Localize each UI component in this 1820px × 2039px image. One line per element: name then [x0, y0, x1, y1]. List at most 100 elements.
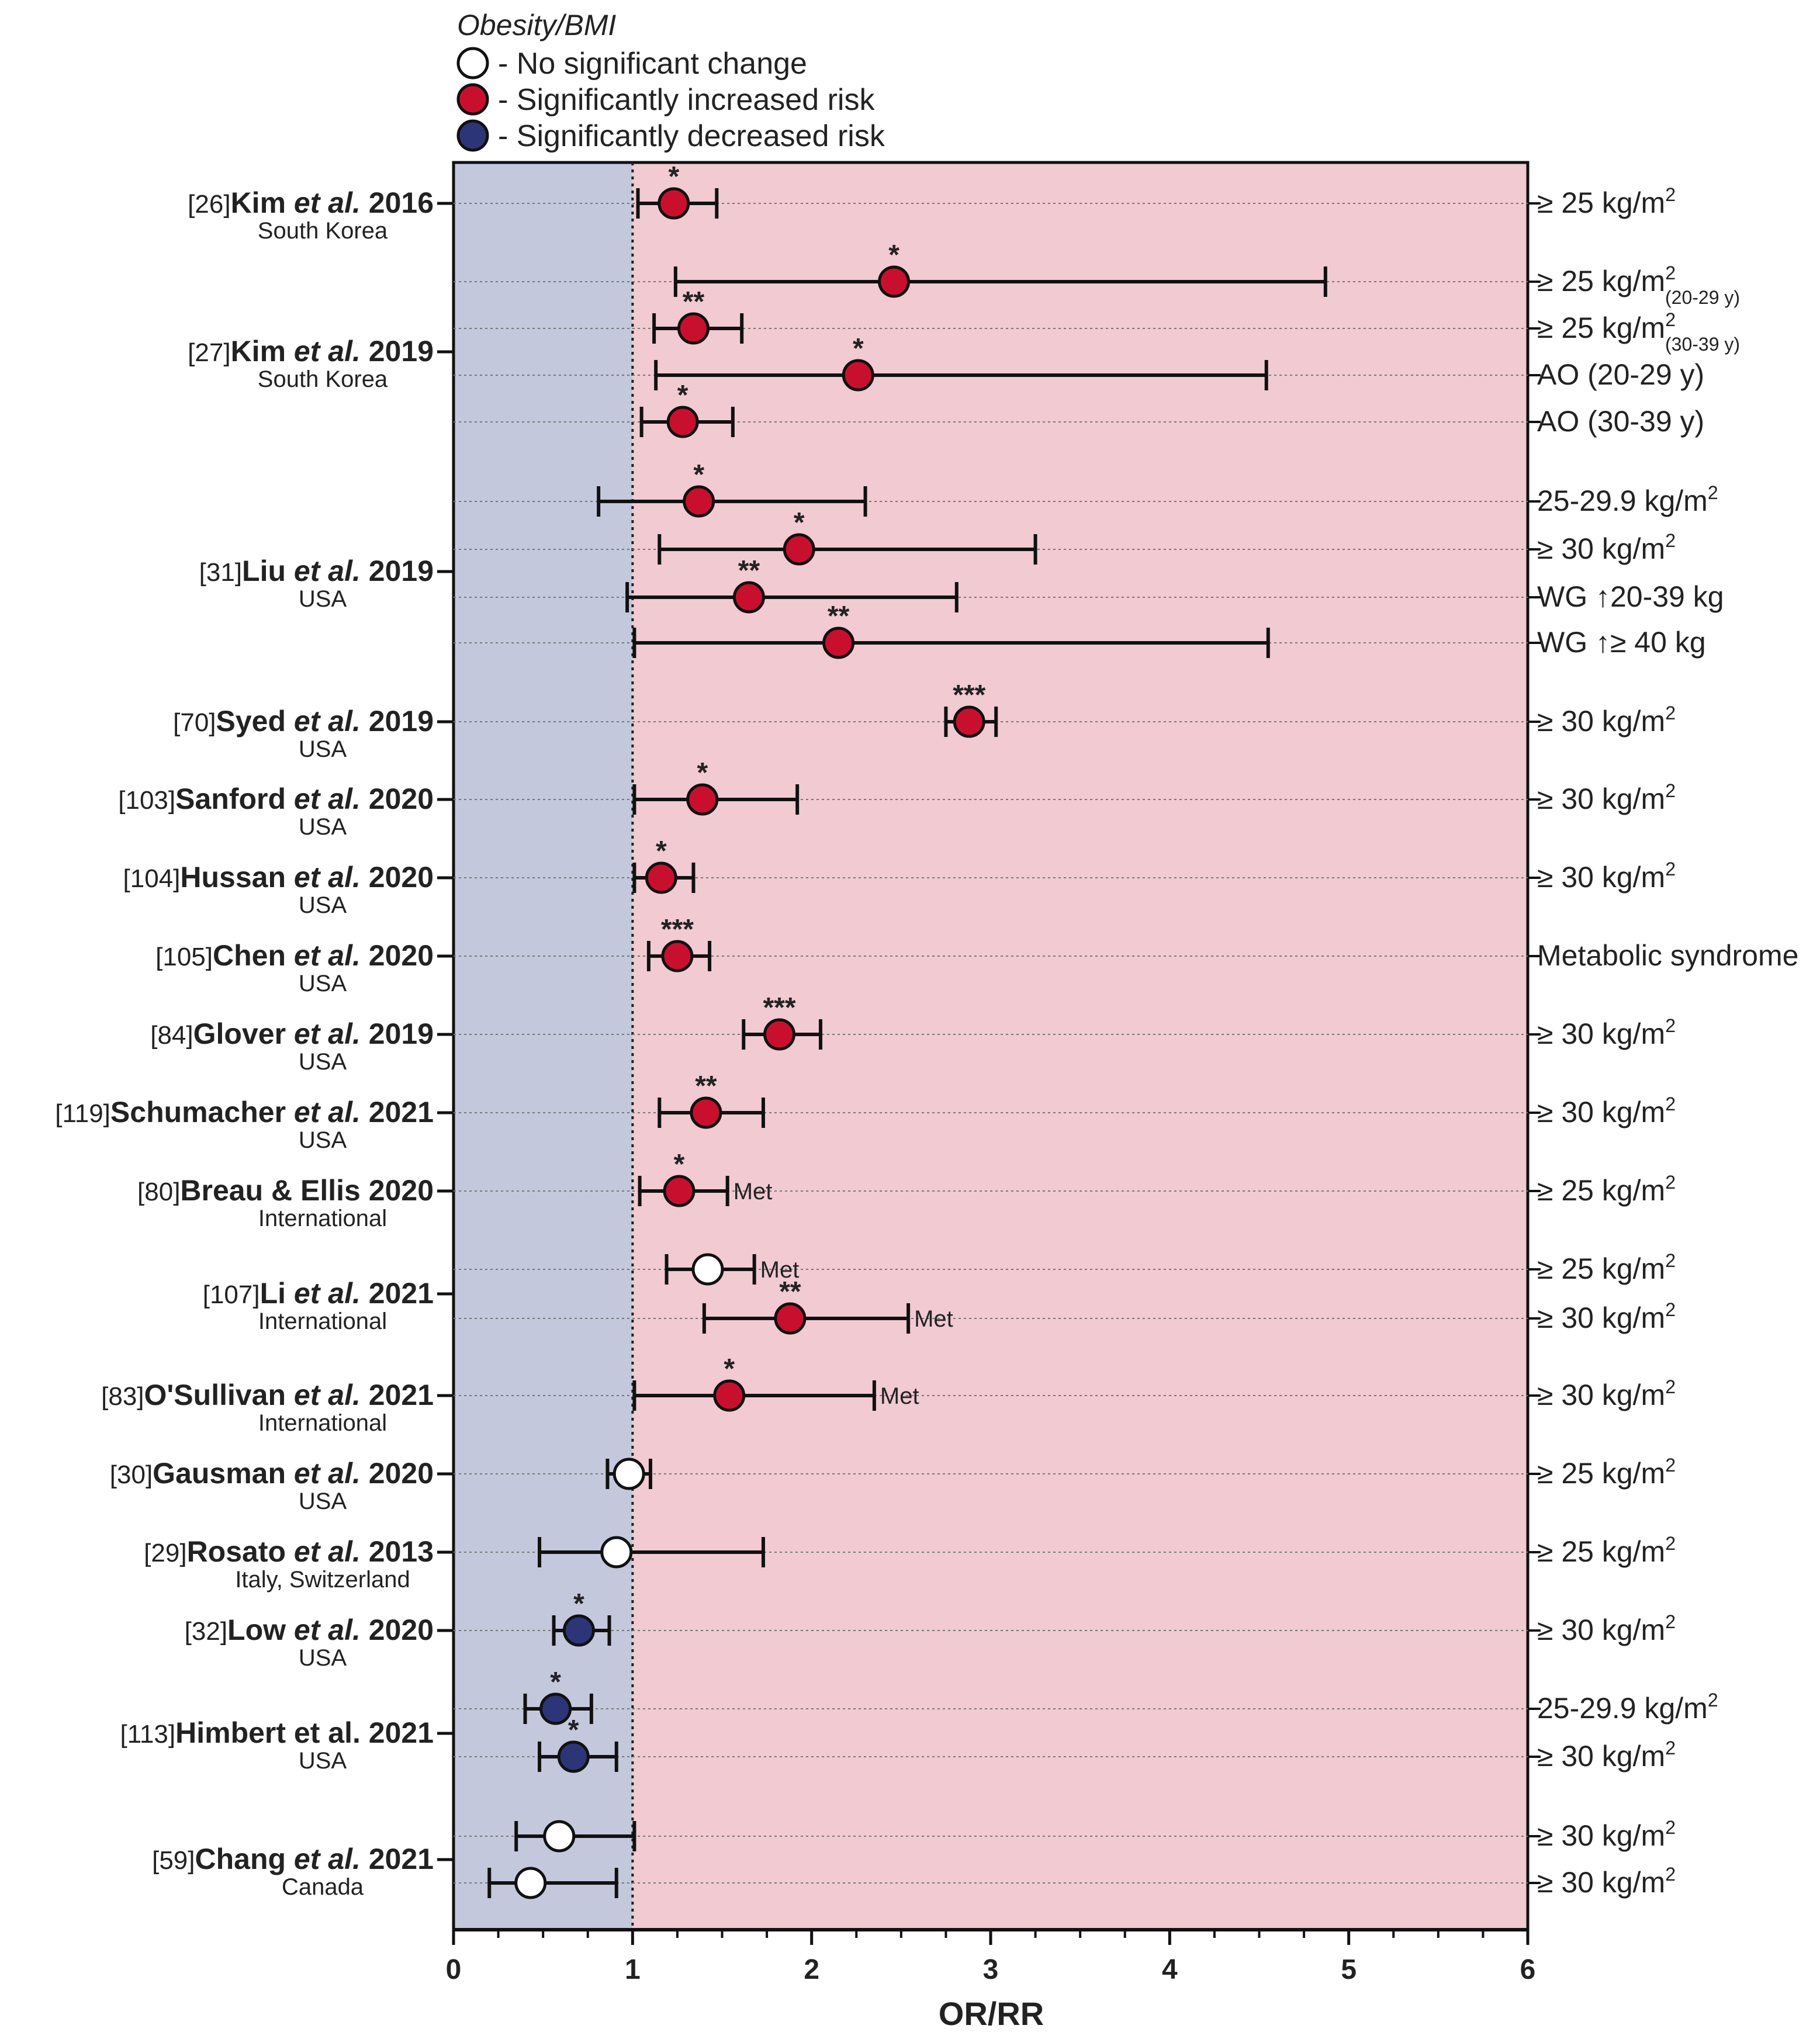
study-name: Liu: [242, 555, 294, 587]
outcome-label: ≥ 25 kg/m2: [1537, 184, 1676, 219]
outcome-label: WG ↑≥ 40 kg: [1537, 626, 1706, 659]
outcome-sup: 2: [1708, 1690, 1718, 1711]
study-label-6: [105]Chen et al. 2020: [155, 939, 434, 972]
outcome-text: ≥ 30 kg/m: [1537, 1866, 1665, 1899]
legend: Obesity/BMI - No significant change- Sig…: [456, 9, 885, 153]
outcome-text: ≥ 25 kg/m: [1537, 265, 1665, 297]
study-name: Rosato: [187, 1535, 294, 1568]
study-name: Chang: [195, 1843, 293, 1875]
outcome-label: ≥ 30 kg/m2: [1537, 1737, 1676, 1773]
study-country-5: USA: [299, 892, 347, 918]
outcome-sup: 2: [1665, 1533, 1676, 1554]
study-country-13: Italy, Switzerland: [235, 1567, 410, 1593]
outcome-sup: 2: [1665, 1611, 1676, 1632]
outcome-label: WG ↑20-39 kg: [1537, 580, 1724, 613]
significance-label: *: [697, 757, 708, 788]
study-year: 2013: [369, 1535, 434, 1568]
outcome-sup: 2: [1665, 530, 1676, 551]
legend-marker-1: [456, 83, 489, 116]
study-country-6: USA: [299, 971, 347, 996]
point-estimate: [661, 940, 694, 972]
outcome-label: 25-29.9 kg/m2: [1537, 482, 1718, 517]
study-country-10: International: [258, 1308, 387, 1334]
study-ref: [105]: [155, 943, 213, 971]
outcome-label: ≥ 25 kg/m2: [1537, 1455, 1676, 1490]
study-name: Schumacher: [110, 1096, 294, 1128]
study-year: 2020: [369, 1174, 434, 1207]
point-estimate: [691, 1253, 724, 1286]
study-ref: [119]: [55, 1099, 110, 1128]
outcome-sup: 2: [1665, 1817, 1676, 1838]
significance-label: *: [573, 1588, 584, 1619]
legend-title: Obesity/BMI: [457, 9, 616, 41]
study-year: 2021: [369, 1716, 434, 1749]
met-label: Met: [760, 1257, 800, 1283]
legend-marker-0: [456, 47, 489, 79]
point-estimate: [658, 187, 690, 220]
study-country-12: USA: [299, 1488, 347, 1514]
significance-label: **: [828, 601, 850, 632]
outcome-label: ≥ 30 kg/m2: [1537, 780, 1676, 815]
significance-label: *: [677, 380, 688, 411]
study-country-11: International: [258, 1410, 387, 1436]
outcome-sup: 2: [1665, 780, 1676, 801]
study-name: Syed: [216, 705, 294, 738]
outcome-label: ≥ 30 kg/m2: [1537, 1093, 1676, 1128]
outcome-sup: 2: [1665, 1299, 1676, 1320]
outcome-text: ≥ 30 kg/m: [1537, 1096, 1665, 1128]
point-estimate: [686, 783, 719, 816]
study-ref: [26]: [188, 190, 230, 219]
study-label-16: [59]Chang et al. 2021: [152, 1843, 434, 1875]
study-label-15: [113]Himbert et al. 2021: [120, 1716, 434, 1749]
outcome-text: Metabolic syndrome: [1537, 939, 1798, 972]
study-country-4: USA: [299, 814, 347, 840]
outcome-label: ≥ 30 kg/m2: [1537, 1817, 1676, 1852]
study-ref: [107]: [203, 1280, 260, 1309]
study-year: 2021: [369, 1277, 434, 1310]
study-year: 2019: [369, 705, 434, 738]
x-tick-label: 2: [804, 1954, 819, 1985]
row-guides: [454, 203, 1528, 1884]
significance-label: **: [738, 555, 760, 586]
study-country-16: Canada: [282, 1874, 364, 1900]
significance-label: *: [568, 1715, 579, 1746]
legend-label-2: - Significantly decreased risk: [498, 119, 885, 153]
plot-area: [452, 161, 1530, 1931]
significance-label: **: [683, 286, 705, 317]
outcome-label: ≥ 30 kg/m2: [1537, 1376, 1676, 1411]
outcome-text: WG ↑20-39 kg: [1537, 580, 1724, 613]
outcome-text: AO (30-39 y): [1537, 405, 1704, 438]
study-name: Kim: [231, 186, 294, 219]
outcome-text: ≥ 30 kg/m: [1537, 1379, 1665, 1411]
outcome-label: ≥ 25 kg/m2 (30-39 y): [1537, 309, 1740, 355]
outcome-label: ≥ 30 kg/m2: [1537, 1864, 1676, 1899]
significance-label: ***: [763, 992, 796, 1023]
point-estimate: [539, 1692, 572, 1725]
study-etal: et al.: [294, 1716, 369, 1749]
significance-label: *: [888, 240, 899, 271]
point-estimate: [774, 1302, 807, 1335]
study-ref: [104]: [123, 864, 181, 893]
outcome-text: ≥ 30 kg/m: [1537, 1017, 1665, 1050]
outcome-sup: 2: [1665, 858, 1676, 880]
outcome-text: ≥ 25 kg/m: [1537, 186, 1665, 219]
study-year: 2020: [369, 1457, 434, 1490]
significance-label: *: [668, 161, 679, 192]
outcome-sup: 2: [1665, 1455, 1676, 1476]
point-estimate: [953, 705, 985, 738]
study-label-9: [80]Breau & Ellis 2020: [137, 1174, 434, 1207]
study-year: 2021: [369, 1379, 434, 1411]
study-label-1: [27]Kim et al. 2019: [188, 335, 434, 368]
significance-label: *: [693, 459, 704, 490]
point-estimate: [842, 359, 874, 392]
study-ref: [103]: [118, 786, 175, 815]
study-year: 2019: [369, 1017, 434, 1050]
point-estimate: [713, 1379, 746, 1412]
study-etal: et al.: [294, 1277, 369, 1310]
study-etal: et al.: [294, 861, 369, 894]
study-country-7: USA: [299, 1049, 347, 1075]
outcome-sup: 2: [1665, 1864, 1676, 1885]
outcome-label: AO (30-39 y): [1537, 405, 1704, 438]
x-axis: 0 1 2 3 4 5 6: [446, 1928, 1535, 1985]
study-etal: et al.: [294, 1017, 369, 1050]
